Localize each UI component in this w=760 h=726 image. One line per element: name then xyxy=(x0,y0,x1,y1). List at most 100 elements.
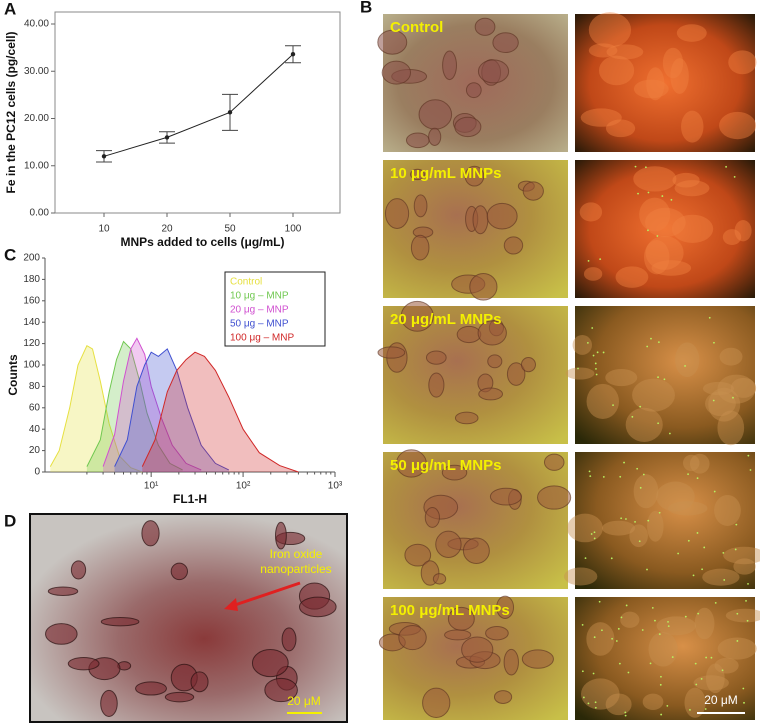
cell xyxy=(428,127,442,146)
particle xyxy=(705,656,708,659)
particle xyxy=(639,486,642,489)
fluorescent-cell xyxy=(656,481,695,512)
stained-cell xyxy=(67,656,100,671)
cell xyxy=(496,595,515,620)
particle xyxy=(593,636,596,639)
cell xyxy=(400,300,434,332)
cell xyxy=(478,387,504,401)
particle xyxy=(620,616,623,619)
particle xyxy=(654,619,656,622)
fluorescent-cell xyxy=(702,568,740,586)
fluorescent-cell xyxy=(682,454,700,472)
particle xyxy=(612,404,614,407)
cell xyxy=(410,234,430,261)
cell xyxy=(456,325,482,344)
cell xyxy=(404,543,432,567)
arrow-head xyxy=(224,598,238,611)
fluorescent-cell xyxy=(681,110,704,143)
particle xyxy=(677,552,680,555)
particle xyxy=(743,701,745,704)
fluorescent-cell xyxy=(647,510,664,542)
particle xyxy=(670,198,673,201)
fluorescent-cell xyxy=(730,377,757,398)
y-axis-label: Fe in the PC12 cells (pg/cell) xyxy=(4,31,18,193)
particle xyxy=(587,259,590,262)
particle xyxy=(742,687,745,690)
particle xyxy=(639,405,642,408)
particle xyxy=(625,518,627,520)
particle xyxy=(646,345,649,348)
y-tick-label: 80 xyxy=(29,381,41,392)
particle xyxy=(689,708,691,711)
cell xyxy=(444,629,472,641)
particle xyxy=(735,523,738,526)
y-tick-label: 160 xyxy=(23,295,40,306)
plot-frame xyxy=(54,11,341,214)
particle xyxy=(636,467,639,470)
particle xyxy=(668,432,671,435)
panel-label: B xyxy=(360,0,372,16)
particle xyxy=(734,548,737,551)
row-label: Control xyxy=(390,19,443,36)
particle xyxy=(696,477,699,480)
cell xyxy=(469,273,498,301)
cell xyxy=(425,350,447,365)
fluorescent-cell xyxy=(588,12,632,48)
cell xyxy=(522,181,544,201)
fluorescent-cell xyxy=(639,197,671,232)
particle xyxy=(684,365,686,367)
fluorescent-cell xyxy=(605,693,632,716)
fluorescent-cell xyxy=(689,453,710,474)
fluorescent-cell xyxy=(733,558,756,575)
histogram-fill xyxy=(114,348,229,472)
cell xyxy=(477,59,510,84)
y-tick-label: 20.00 xyxy=(24,113,49,124)
fluorescent-cell xyxy=(651,260,692,276)
cell xyxy=(428,372,445,398)
particle xyxy=(712,399,715,402)
fluorescent-cell xyxy=(601,520,636,536)
annotation: nanoparticles xyxy=(260,562,331,576)
fluorescent-cell xyxy=(667,501,708,516)
histogram-line xyxy=(102,337,202,471)
histogram-line xyxy=(141,351,299,473)
particle xyxy=(746,619,749,622)
fluorescent-cell xyxy=(567,513,603,543)
particle xyxy=(666,704,669,707)
particle xyxy=(623,461,625,464)
data-point xyxy=(101,154,107,159)
particle xyxy=(684,615,687,618)
particle xyxy=(649,662,652,665)
legend-box xyxy=(224,271,326,347)
particle xyxy=(722,551,725,554)
particle xyxy=(634,165,637,168)
particle xyxy=(592,672,595,675)
particle xyxy=(708,316,711,319)
particle xyxy=(593,531,596,534)
particle xyxy=(581,623,584,626)
stained-cell xyxy=(298,596,337,618)
stained-cell xyxy=(47,586,79,596)
particle xyxy=(736,640,739,642)
cell xyxy=(381,60,412,85)
particle xyxy=(587,702,590,705)
fluorescent-cell xyxy=(572,335,592,355)
particle xyxy=(601,629,603,632)
particle xyxy=(647,519,650,522)
histogram-line xyxy=(49,344,143,473)
cell xyxy=(521,649,554,669)
particle xyxy=(592,354,595,357)
particle xyxy=(581,670,584,673)
fluorescent-cell xyxy=(717,374,756,404)
fluorescent-cell xyxy=(598,55,635,86)
stained-cell xyxy=(141,520,160,547)
cell xyxy=(435,530,462,558)
fluorescent-cell xyxy=(632,378,675,412)
particle xyxy=(641,629,644,631)
particle xyxy=(656,235,659,237)
cell xyxy=(477,320,507,346)
particle xyxy=(736,612,739,615)
scale-bar-label: 20 μM xyxy=(704,693,738,707)
fluorescent-cell xyxy=(675,342,700,378)
particle xyxy=(660,713,663,716)
